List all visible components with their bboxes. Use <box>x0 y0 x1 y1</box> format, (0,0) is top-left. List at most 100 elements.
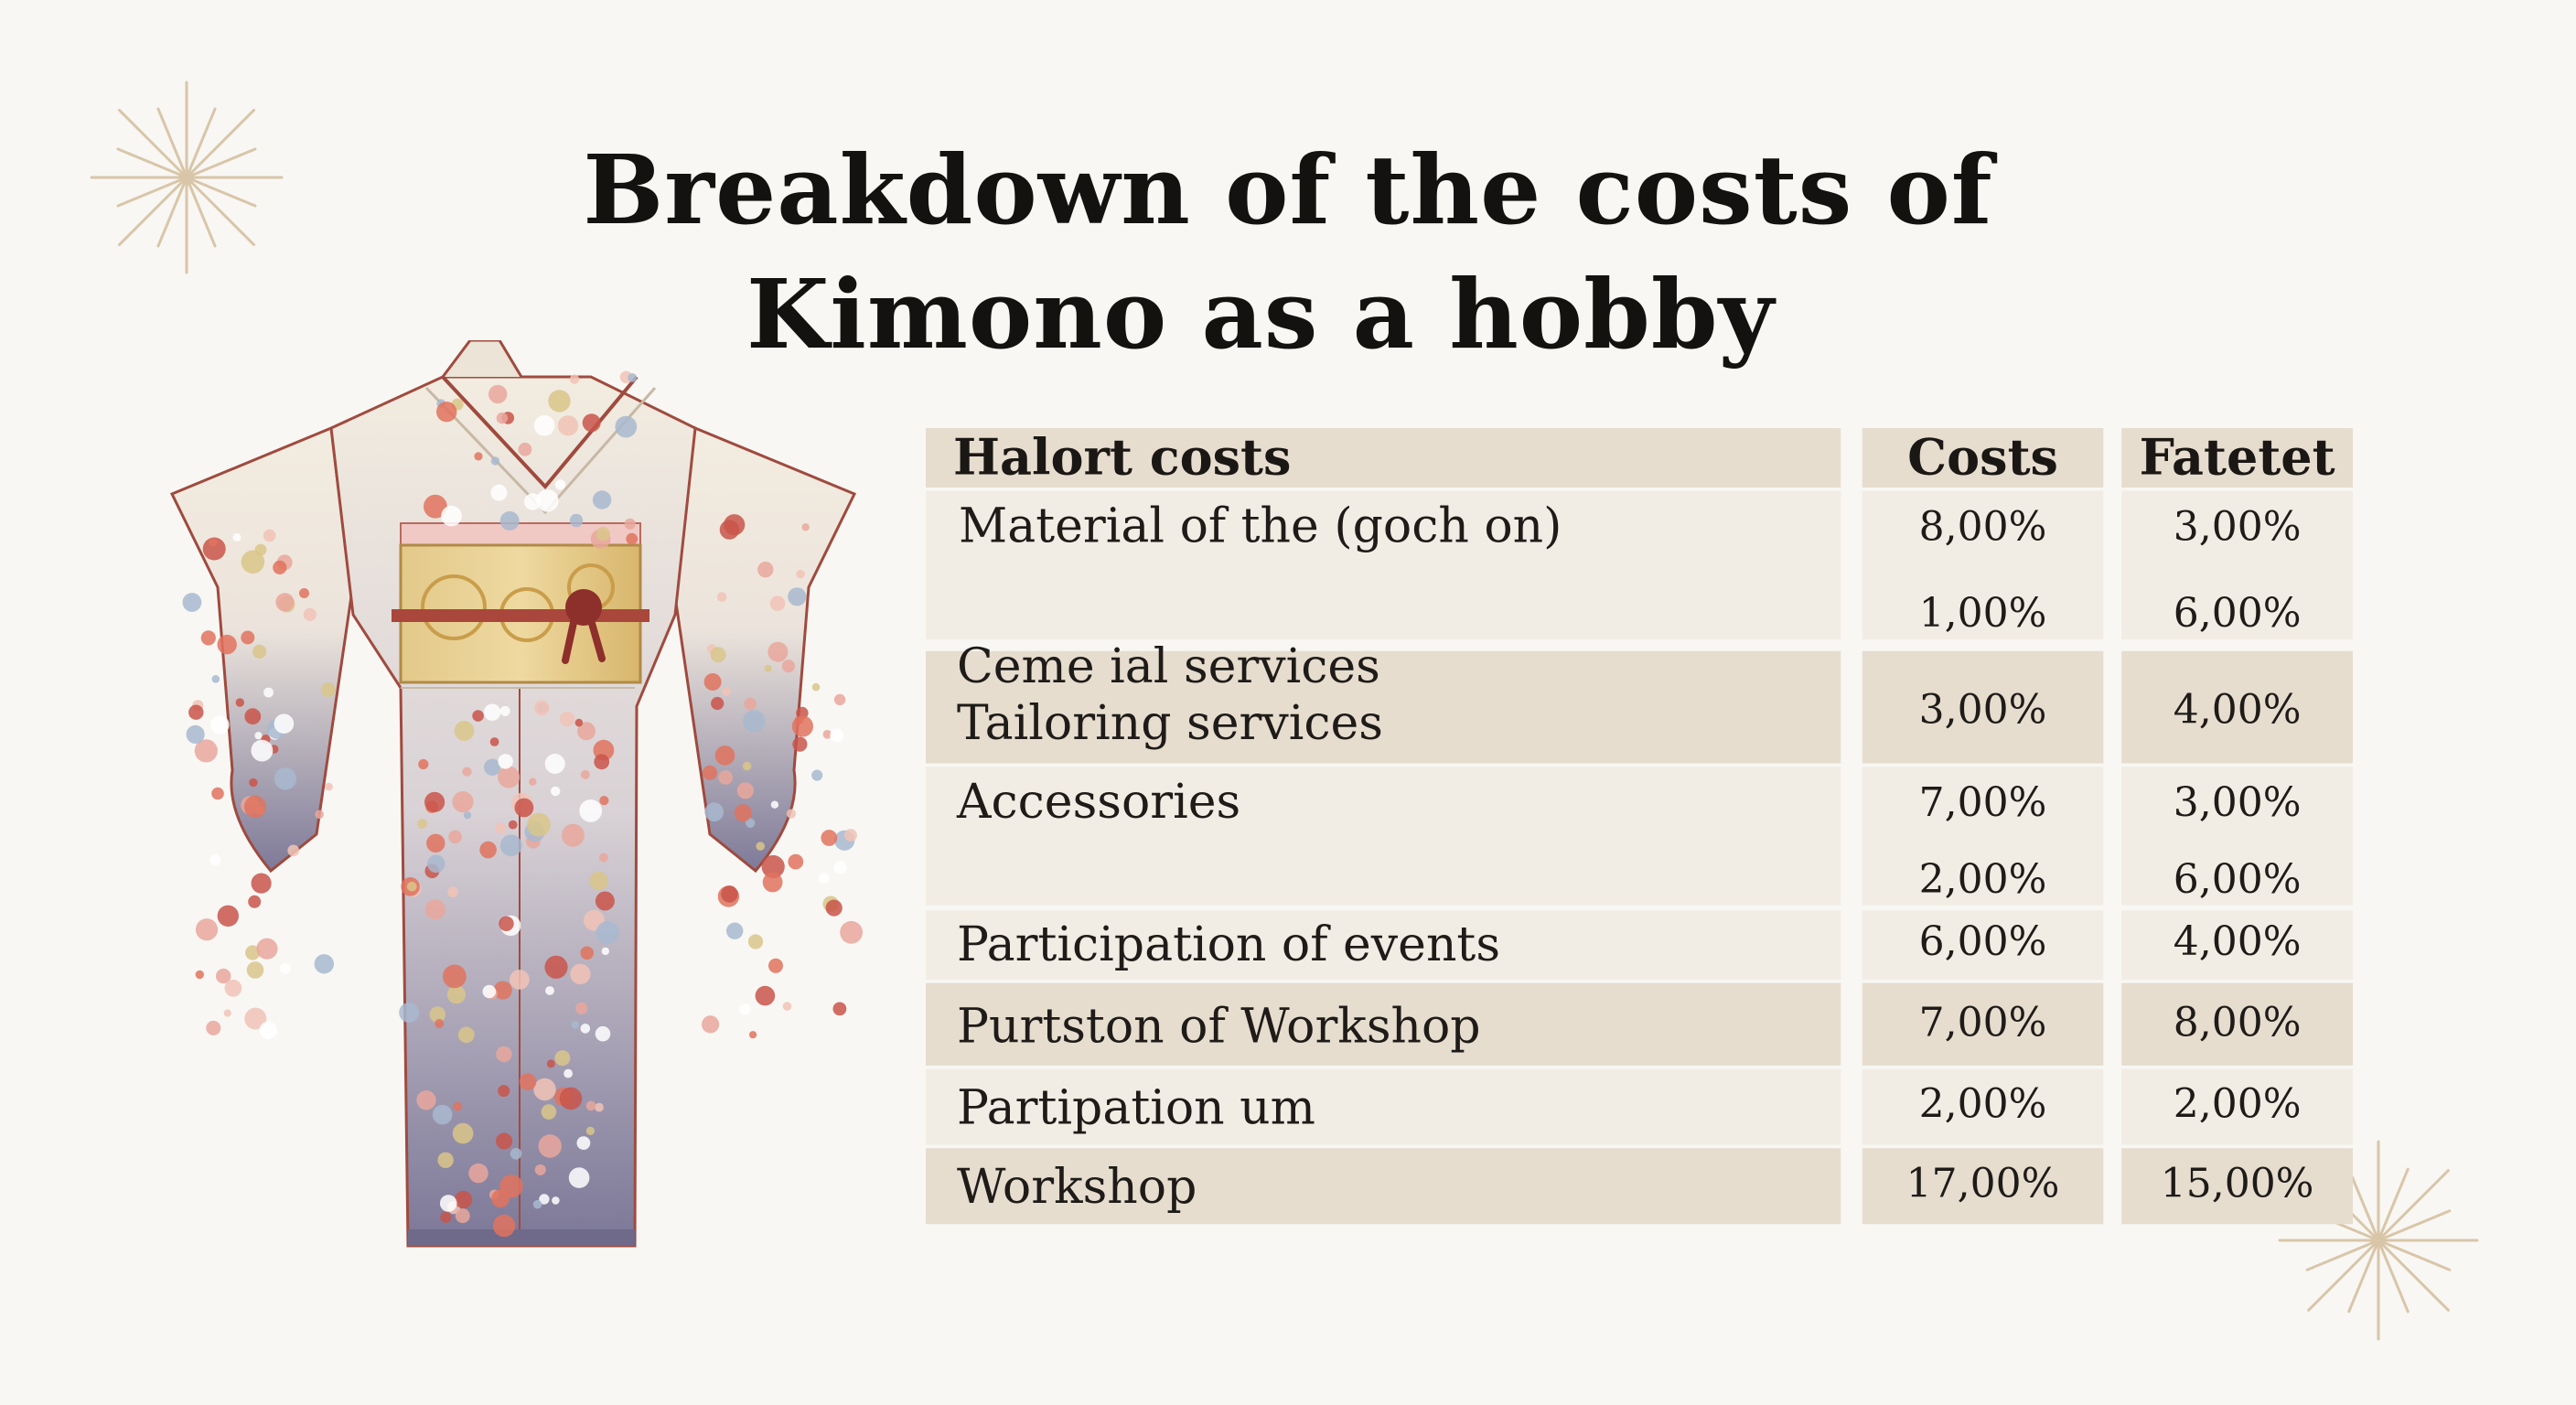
flower-motif <box>560 712 575 727</box>
flower-motif <box>579 799 603 822</box>
flower-motif <box>801 523 810 531</box>
value-cell: 7,00% <box>1919 779 2047 826</box>
table-cell <box>2121 910 2353 981</box>
flower-motif <box>519 1073 537 1090</box>
value-cell: 6,00% <box>2174 856 2302 903</box>
flower-motif <box>436 402 457 423</box>
table-cell <box>2121 1068 2353 1145</box>
row-label: Tailoring services <box>957 696 1383 751</box>
flower-motif <box>704 802 724 822</box>
flower-motif <box>299 588 309 598</box>
flower-motif <box>747 934 764 949</box>
flower-motif <box>493 981 512 1000</box>
value-cell: 17,00% <box>1906 1160 2060 1207</box>
flower-motif <box>546 1059 555 1068</box>
flower-motif <box>195 918 219 941</box>
flower-motif <box>424 791 445 812</box>
burst-ray <box>2377 1169 2450 1242</box>
flower-motif <box>722 686 731 696</box>
row-label: Purtston of Workshop <box>957 1000 1481 1055</box>
row-label: Participation of events <box>957 917 1500 972</box>
flower-motif <box>548 390 571 413</box>
flower-motif <box>315 810 324 820</box>
flower-motif <box>246 961 264 979</box>
flower-motif <box>259 1021 277 1040</box>
burst-ray <box>116 147 188 179</box>
flower-motif <box>626 532 639 545</box>
burst-ray <box>185 176 217 248</box>
flower-motif <box>452 791 474 813</box>
flower-motif <box>235 698 244 707</box>
flower-motif <box>194 739 218 763</box>
flower-motif <box>764 664 772 672</box>
flower-motif <box>498 766 521 788</box>
flower-motif <box>432 1104 453 1125</box>
sparkle-burst-icon <box>90 80 284 274</box>
table-cell <box>1862 1148 2104 1225</box>
flower-motif <box>254 732 263 740</box>
flower-motif <box>256 938 278 960</box>
flower-motif <box>580 946 594 960</box>
flower-motif <box>424 494 447 519</box>
flower-motif <box>718 770 733 785</box>
flower-motif <box>736 782 754 799</box>
flower-motif <box>454 721 475 741</box>
flower-motif <box>702 765 718 780</box>
page-title: Breakdown of the costs of Kimono as a ho… <box>0 128 2576 377</box>
flower-motif <box>447 886 458 897</box>
burst-ray <box>185 108 256 179</box>
flower-motif <box>743 710 766 733</box>
burst-ray <box>185 176 256 247</box>
flower-motif <box>439 1195 457 1212</box>
flower-motif <box>830 728 844 743</box>
flower-motif <box>580 1024 591 1034</box>
row-label: Partipation um <box>957 1080 1315 1135</box>
flower-motif <box>248 895 262 908</box>
flower-motif <box>243 795 267 818</box>
flower-motif <box>782 1002 792 1011</box>
flower-motif <box>274 767 297 790</box>
flower-motif <box>454 1190 473 1209</box>
flower-motif <box>463 811 472 820</box>
flower-motif <box>529 778 537 786</box>
flower-motif <box>303 607 317 621</box>
flower-motif <box>216 968 231 984</box>
table-cell <box>926 490 1841 640</box>
flower-motif <box>702 1015 720 1034</box>
burst-ray <box>156 176 188 248</box>
flower-motif <box>585 1126 595 1135</box>
flower-motif <box>217 634 237 655</box>
flower-motif <box>479 841 497 859</box>
flower-motif <box>742 761 752 771</box>
flower-motif <box>840 920 863 944</box>
flower-motif <box>554 1050 571 1067</box>
burst-ray <box>2377 1239 2452 1271</box>
burst-ray <box>2305 1239 2380 1271</box>
table-cell <box>926 1068 1841 1145</box>
table-header-cell <box>926 428 1841 488</box>
title-line-1: Breakdown of the costs of <box>583 134 1993 246</box>
row-label: Accessories <box>956 775 1240 830</box>
flower-motif <box>582 413 601 433</box>
flower-motif <box>448 830 462 844</box>
table-cell <box>1862 767 2104 906</box>
flower-motif <box>491 1189 510 1208</box>
flower-motif <box>739 1003 751 1015</box>
burst-ray <box>116 176 188 208</box>
burst-ray <box>185 147 257 179</box>
flower-motif <box>440 1211 452 1223</box>
flower-motif <box>833 861 847 874</box>
flower-motif <box>186 724 205 744</box>
table-cell <box>926 650 1841 764</box>
row-label: Ceme ial services <box>957 639 1380 694</box>
flower-motif <box>435 1019 445 1028</box>
flower-motif <box>202 537 226 561</box>
flower-motif <box>561 823 585 847</box>
flower-motif <box>263 529 276 542</box>
flower-motif <box>492 1214 516 1238</box>
table-cell <box>2121 767 2353 906</box>
table-cell <box>2121 1148 2353 1225</box>
table-cell <box>2121 490 2353 640</box>
flower-motif <box>244 708 262 725</box>
table-header: Costs <box>1907 428 2058 487</box>
